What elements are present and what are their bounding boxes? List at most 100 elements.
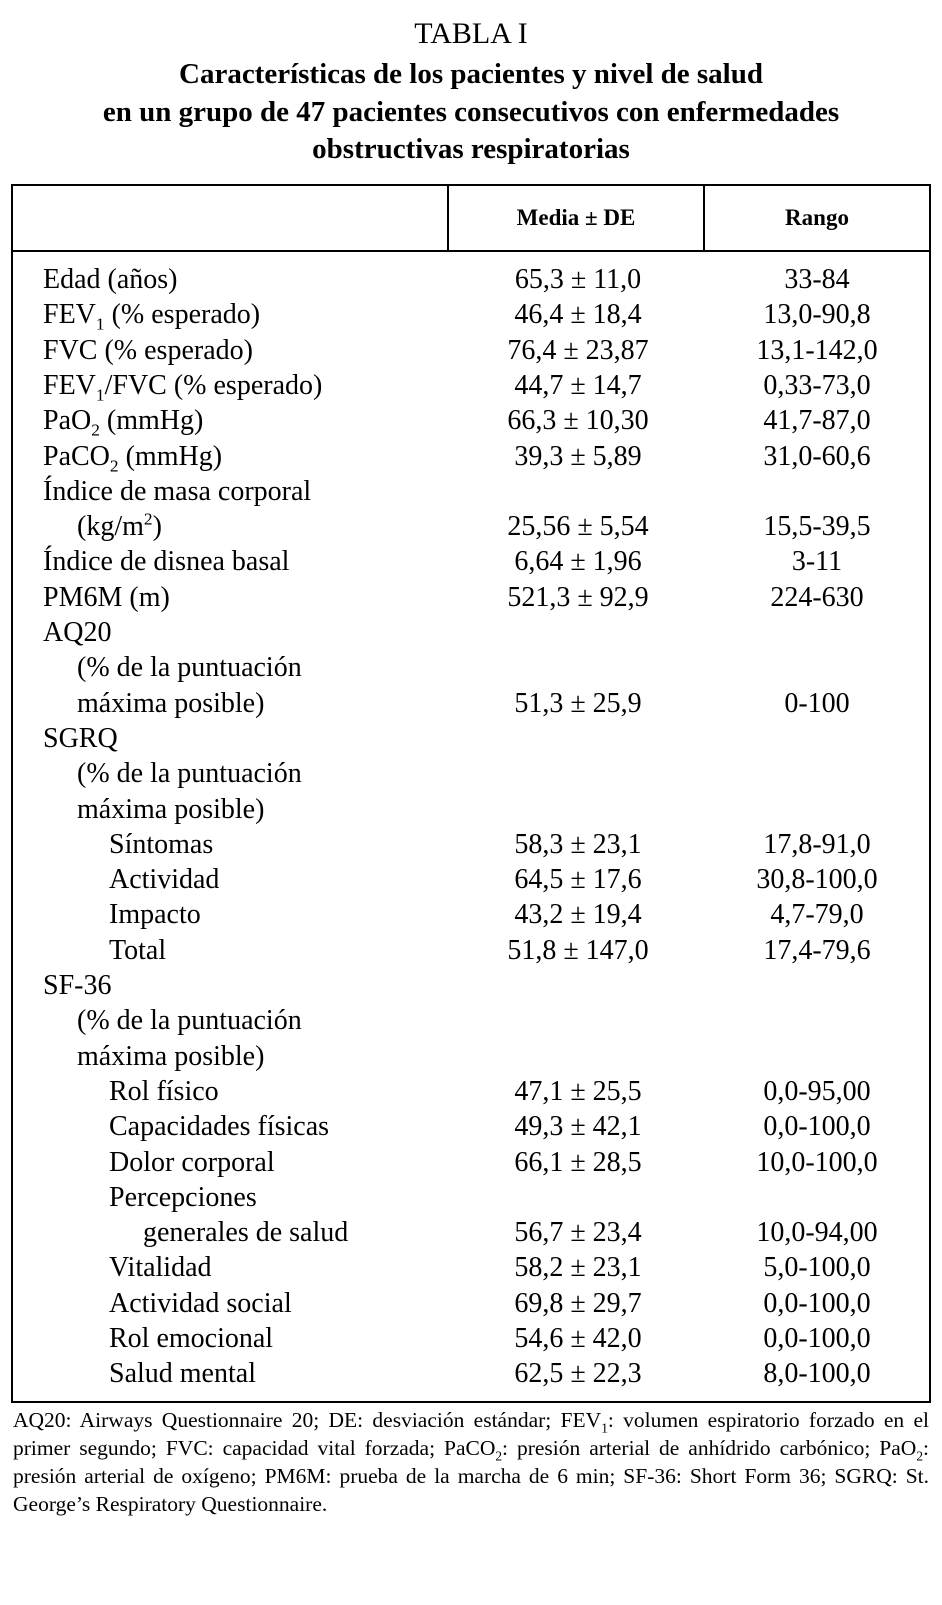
text-segment: (% de la puntuación bbox=[77, 758, 302, 790]
row-label: Capacidades físicas bbox=[109, 1109, 329, 1144]
column-divider bbox=[703, 186, 705, 250]
text-segment: Índice de masa corporal bbox=[43, 475, 312, 507]
row-label: (kg/m2) bbox=[77, 509, 162, 544]
row-label: (% de la puntuación bbox=[77, 756, 302, 791]
row-range: 30,8-100,0 bbox=[756, 864, 878, 896]
table-row: PaCO2 (mmHg) 39,3 ± 5,89 31,0-60,6 bbox=[13, 439, 929, 476]
text-segment: (mmHg) bbox=[118, 440, 223, 472]
row-label: Síntomas bbox=[109, 827, 213, 862]
table-row: Dolor corporal 66,1 ± 28,5 10,0-100,0 bbox=[13, 1145, 929, 1180]
row-label: máxima posible) bbox=[77, 686, 264, 721]
row-mean: 6,64 ± 1,96 bbox=[514, 546, 642, 578]
row-range: 13,1-142,0 bbox=[756, 334, 878, 366]
text-segment: Total bbox=[109, 934, 167, 966]
table-row: máxima posible) bbox=[13, 1039, 929, 1074]
row-label: máxima posible) bbox=[77, 792, 264, 827]
table-row: Actividad social 69,8 ± 29,7 0,0-100,0 bbox=[13, 1286, 929, 1321]
text-segment: (% esperado) bbox=[104, 299, 261, 331]
text-segment: AQ20 bbox=[43, 617, 112, 648]
table-row: Impacto 43,2 ± 19,4 4,7-79,0 bbox=[13, 897, 929, 932]
header-range: Rango bbox=[785, 205, 849, 230]
subscript: 2 bbox=[109, 456, 119, 476]
text-segment: (kg/m bbox=[77, 511, 144, 543]
text-segment: (mmHg) bbox=[99, 405, 204, 437]
table-row: Edad (años) 65,3 ± 11,0 33-84 bbox=[13, 262, 929, 297]
text-segment: SGRQ bbox=[43, 722, 118, 754]
text-segment: : volumen espiratorio forzado en el prim… bbox=[13, 1408, 929, 1460]
row-mean: 58,2 ± 23,1 bbox=[514, 1252, 642, 1284]
table-row: SF-36 bbox=[13, 968, 929, 1003]
row-label: Rol emocional bbox=[109, 1321, 273, 1356]
title-line: Características de los pacientes y nivel… bbox=[179, 58, 763, 90]
text-segment: FEV bbox=[43, 299, 96, 331]
text-segment: SF-36 bbox=[43, 970, 112, 1001]
table-row: Vitalidad 58,2 ± 23,1 5,0-100,0 bbox=[13, 1250, 929, 1285]
row-label: Índice de masa corporal bbox=[43, 474, 311, 509]
row-label: Actividad bbox=[109, 862, 219, 897]
table-row: Rol emocional 54,6 ± 42,0 0,0-100,0 bbox=[13, 1321, 929, 1356]
row-mean: 66,1 ± 28,5 bbox=[514, 1146, 642, 1178]
table-footnote: AQ20: Airways Questionnaire 20; DE: desv… bbox=[13, 1406, 929, 1518]
row-range: 41,7-87,0 bbox=[763, 405, 871, 437]
row-mean: 76,4 ± 23,87 bbox=[507, 334, 649, 366]
row-mean: 51,3 ± 25,9 bbox=[514, 687, 642, 719]
row-range: 3-11 bbox=[791, 546, 843, 578]
row-range: 8,0-100,0 bbox=[763, 1358, 871, 1390]
row-label: PaO2 (mmHg) bbox=[43, 403, 204, 439]
row-range: 0,0-100,0 bbox=[763, 1111, 871, 1143]
row-range: 31,0-60,6 bbox=[763, 440, 871, 472]
row-label: Edad (años) bbox=[43, 262, 178, 297]
row-label: FEV1/FVC (% esperado) bbox=[43, 368, 322, 405]
text-segment: FEV bbox=[43, 369, 96, 401]
text-segment: PaCO bbox=[43, 440, 110, 472]
text-segment: PM6M (m) bbox=[43, 581, 170, 613]
text-segment: AQ20: Airways Questionnaire 20; DE: desv… bbox=[13, 1408, 602, 1432]
row-mean: 47,1 ± 25,5 bbox=[514, 1075, 642, 1107]
row-label: generales de salud bbox=[143, 1215, 348, 1250]
row-label: Dolor corporal bbox=[109, 1145, 275, 1180]
table-row: FEV1/FVC (% esperado) 44,7 ± 14,7 0,33-73,… bbox=[13, 368, 929, 405]
row-label: Total bbox=[109, 933, 166, 968]
table-row: AQ20 bbox=[13, 615, 929, 650]
subscript: 2 bbox=[916, 1448, 924, 1464]
table-header: Media ± DE Rango bbox=[13, 186, 929, 252]
text-segment: máxima posible) bbox=[77, 687, 265, 719]
text-segment: generales de salud bbox=[143, 1217, 349, 1249]
header-mean: Media ± DE bbox=[516, 205, 636, 230]
title-line: en un grupo de 47 pacientes consecutivos… bbox=[102, 95, 840, 128]
row-mean: 39,3 ± 5,89 bbox=[514, 440, 642, 472]
row-range: 0-100 bbox=[784, 687, 850, 719]
table-row: (kg/m2) 25,56 ± 5,54 15,5-39,5 bbox=[13, 509, 929, 544]
text-segment: : presión arterial de anhídrido carbónic… bbox=[502, 1436, 917, 1460]
row-range: 0,0-95,00 bbox=[763, 1075, 871, 1107]
subscript: 1 bbox=[95, 385, 105, 405]
subscript: 1 bbox=[601, 1420, 608, 1436]
row-range: 0,0-100,0 bbox=[763, 1323, 871, 1354]
text-segment: Salud mental bbox=[109, 1358, 256, 1390]
text-segment: ) bbox=[152, 511, 162, 543]
text-segment: máxima posible) bbox=[77, 793, 265, 825]
table-row: (% de la puntuación bbox=[13, 650, 929, 685]
text-segment: PaO bbox=[43, 405, 92, 437]
row-label: Vitalidad bbox=[109, 1250, 212, 1285]
row-mean: 56,7 ± 23,4 bbox=[514, 1217, 642, 1249]
text-segment: Actividad bbox=[109, 864, 220, 896]
row-mean: 43,2 ± 19,4 bbox=[514, 899, 642, 931]
text-segment: Percepciones bbox=[109, 1181, 257, 1213]
row-label: SF-36 bbox=[43, 968, 111, 1003]
row-range: 17,8-91,0 bbox=[763, 828, 871, 860]
text-segment: Rol emocional bbox=[109, 1323, 274, 1354]
subscript: 2 bbox=[495, 1448, 503, 1464]
table-row: PM6M (m) 521,3 ± 92,9 224-630 bbox=[13, 580, 929, 615]
row-range: 0,33-73,0 bbox=[763, 369, 871, 401]
row-mean: 65,3 ± 11,0 bbox=[514, 264, 642, 295]
row-label: máxima posible) bbox=[77, 1039, 264, 1074]
text-segment: Capacidades físicas bbox=[109, 1111, 330, 1143]
text-segment: (% de la puntuación bbox=[77, 1005, 302, 1037]
row-label: FEV1 (% esperado) bbox=[43, 297, 261, 334]
row-mean: 54,6 ± 42,0 bbox=[514, 1323, 642, 1354]
subscript: 1 bbox=[95, 314, 105, 334]
row-mean: 49,3 ± 42,1 bbox=[514, 1111, 642, 1143]
table-row: Síntomas 58,3 ± 23,1 17,8-91,0 bbox=[13, 827, 929, 862]
row-label: Percepciones bbox=[109, 1180, 257, 1215]
